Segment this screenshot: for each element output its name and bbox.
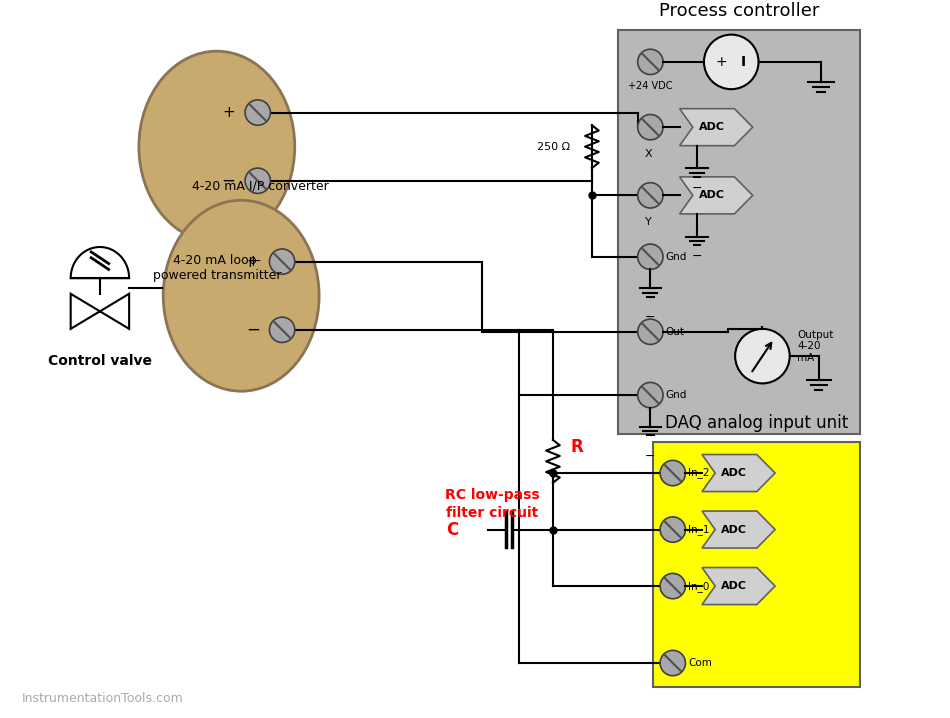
Circle shape: [704, 34, 758, 89]
Polygon shape: [679, 177, 752, 214]
Text: Y: Y: [645, 217, 652, 227]
Text: −: −: [645, 312, 656, 325]
Text: −: −: [221, 172, 236, 190]
Text: ADC: ADC: [721, 581, 747, 591]
Text: Gnd: Gnd: [665, 252, 686, 262]
Text: Output
4-20
mA: Output 4-20 mA: [797, 330, 834, 363]
Polygon shape: [654, 442, 860, 687]
Circle shape: [637, 182, 663, 208]
Text: X: X: [645, 149, 653, 159]
Text: InstrumentationTools.com: InstrumentationTools.com: [22, 692, 183, 705]
Circle shape: [660, 460, 686, 485]
Circle shape: [245, 168, 271, 193]
Text: 4-20 mA loop-
powered transmitter: 4-20 mA loop- powered transmitter: [153, 254, 281, 282]
Polygon shape: [70, 294, 129, 329]
Text: ADC: ADC: [721, 468, 747, 478]
Text: RC low-pass
filter circuit: RC low-pass filter circuit: [446, 488, 540, 521]
Text: DAQ analog input unit: DAQ analog input unit: [665, 414, 848, 432]
Text: Gnd: Gnd: [665, 390, 686, 400]
Text: Control valve: Control valve: [48, 354, 152, 368]
Text: ADC: ADC: [721, 525, 747, 534]
Text: 250 Ω: 250 Ω: [538, 141, 571, 151]
Text: −: −: [692, 250, 702, 263]
Circle shape: [660, 517, 686, 542]
Text: In_1: In_1: [689, 524, 710, 535]
Polygon shape: [679, 108, 752, 146]
Text: +24 VDC: +24 VDC: [628, 81, 673, 91]
Text: Com: Com: [689, 658, 712, 668]
Polygon shape: [618, 29, 860, 434]
Text: R: R: [571, 438, 583, 456]
Polygon shape: [70, 247, 129, 278]
Text: +: +: [715, 55, 728, 69]
Text: In_2: In_2: [689, 467, 710, 478]
Polygon shape: [702, 511, 775, 548]
Text: +: +: [222, 105, 235, 120]
Text: In_0: In_0: [689, 581, 710, 592]
Polygon shape: [702, 454, 775, 492]
Circle shape: [637, 244, 663, 269]
Text: −: −: [645, 449, 656, 462]
Text: C: C: [446, 521, 459, 538]
Circle shape: [637, 50, 663, 75]
Text: −: −: [692, 182, 702, 195]
Circle shape: [270, 317, 294, 342]
Ellipse shape: [163, 200, 319, 391]
Text: ADC: ADC: [699, 190, 725, 200]
Circle shape: [270, 249, 294, 274]
Text: −: −: [246, 321, 259, 339]
Circle shape: [660, 574, 686, 599]
Text: 4-20 mA I/P converter: 4-20 mA I/P converter: [193, 180, 330, 192]
Ellipse shape: [139, 51, 294, 242]
Circle shape: [660, 651, 686, 676]
Polygon shape: [702, 567, 775, 605]
Text: Out: Out: [665, 327, 684, 337]
Circle shape: [637, 319, 663, 345]
Text: ADC: ADC: [699, 122, 725, 132]
Text: Process controller: Process controller: [659, 2, 819, 20]
Circle shape: [637, 383, 663, 408]
Circle shape: [637, 114, 663, 140]
Text: +: +: [246, 254, 259, 269]
Text: I: I: [740, 55, 746, 69]
Circle shape: [245, 100, 271, 125]
Circle shape: [735, 329, 789, 383]
